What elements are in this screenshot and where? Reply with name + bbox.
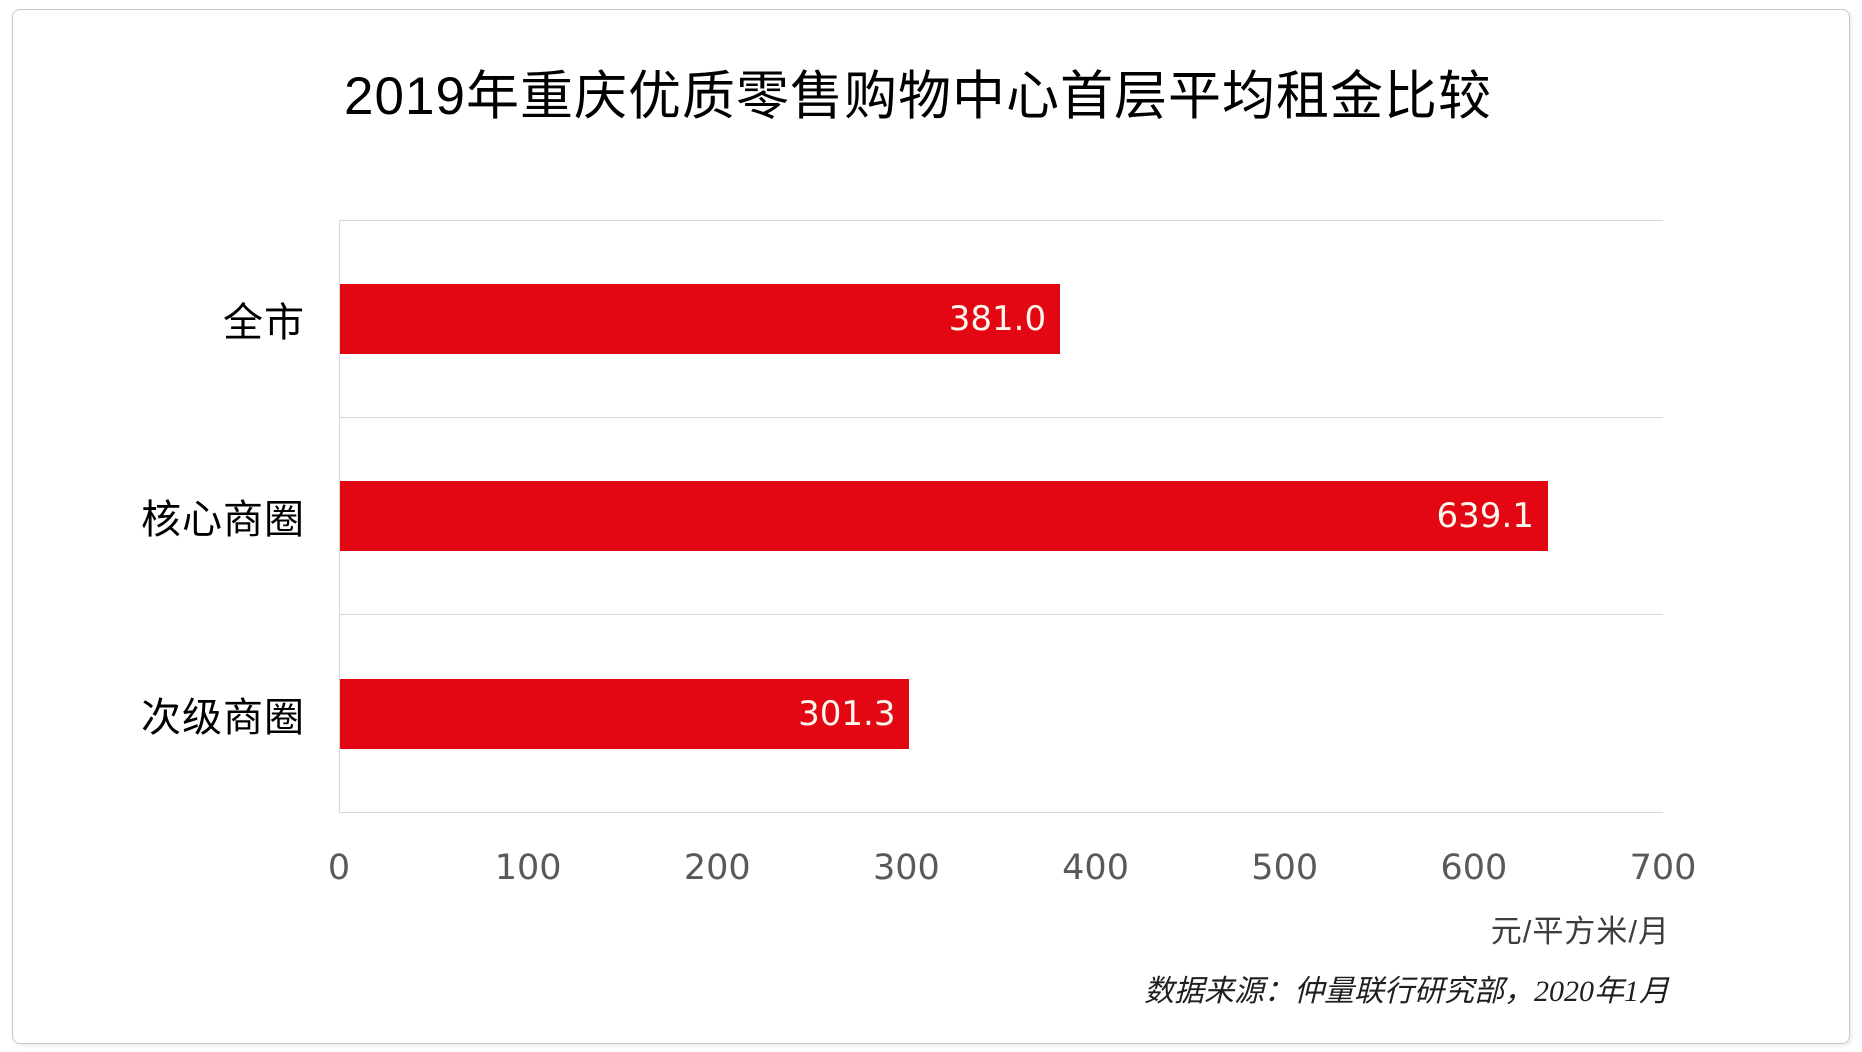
x-tick-label: 0 [327, 848, 351, 888]
category-labels: 全市核心商圈次级商圈 [13, 220, 305, 813]
category-label: 核心商圈 [141, 498, 305, 543]
x-tick-label: 400 [1062, 848, 1129, 888]
x-tick-label: 600 [1440, 848, 1508, 888]
chart-row: 381.0 [340, 221, 1663, 418]
source-note: 数据来源：仲量联行研究部，2020年1月 [1144, 975, 1669, 1008]
x-tick-label: 100 [494, 848, 562, 888]
x-axis: 0 100 200 300 400 500 600 700 [328, 848, 1697, 895]
bar-value-label: 639.1 [1436, 496, 1534, 536]
bar-value-label: 301.3 [798, 693, 896, 734]
chart-card: 2019年重庆优质零售购物中心首层平均租金比较 全市核心商圈次级商圈 381.0… [12, 9, 1850, 1044]
bar-value-label: 381.0 [948, 299, 1047, 339]
bar: 301.3 [340, 678, 910, 749]
x-tick-label: 300 [873, 848, 940, 888]
plot-area: 381.0 639.1 301.3 [339, 220, 1663, 813]
chart-title: 2019年重庆优质零售购物中心首层平均租金比较 [344, 67, 1492, 126]
x-tick-label: 500 [1251, 848, 1319, 888]
bar: 639.1 [340, 481, 1548, 551]
chart-row: 639.1 [340, 418, 1663, 615]
axis-unit-label: 元/平方米/月 [1490, 914, 1670, 949]
category-label: 全市 [223, 300, 305, 345]
x-tick-label: 700 [1629, 848, 1697, 888]
chart-row: 301.3 [340, 615, 1663, 812]
x-tick-label: 200 [683, 848, 751, 888]
bar: 381.0 [340, 284, 1061, 354]
category-label: 次级商圈 [141, 696, 305, 741]
